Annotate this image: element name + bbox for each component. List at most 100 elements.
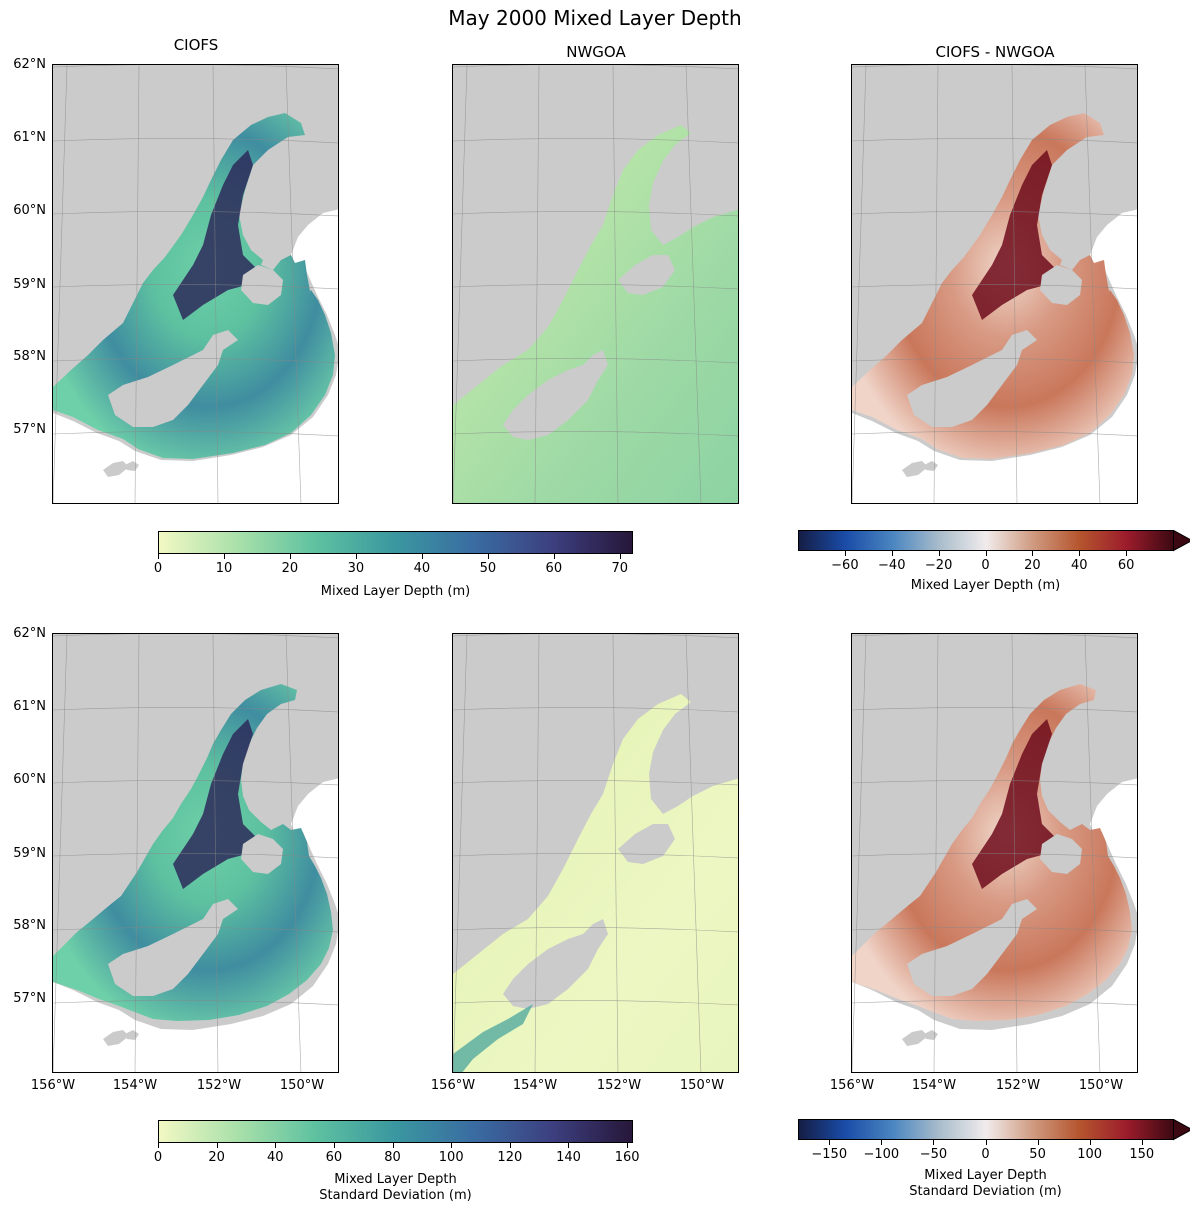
colorbar-tick-label: 20 xyxy=(281,561,299,576)
lon-label-152w-a: 152°W xyxy=(196,1078,242,1093)
colorbar-mld-std-sequential-label-line2: Standard Deviation (m) xyxy=(319,1188,472,1203)
colorbar-tick-label: −20 xyxy=(924,558,953,573)
graticule-lat-line xyxy=(53,138,338,144)
colorbar-mld-std-diverging-label-line1: Mixed Layer Depth xyxy=(924,1168,1047,1183)
lat-label-60n-bottom: 60°N xyxy=(13,772,46,787)
kodiak-island xyxy=(108,330,238,427)
lon-label-154w-b: 154°W xyxy=(512,1078,558,1093)
colorbar-tick xyxy=(392,1143,394,1148)
colorbar-tick xyxy=(891,551,893,556)
colorbar-tick xyxy=(829,1140,831,1145)
map-nwgoa-mld-std xyxy=(452,633,739,1073)
kenai-land xyxy=(1040,834,1082,874)
colorbar-tick-label: 100 xyxy=(438,1150,464,1165)
shelf-mixing-feature xyxy=(453,1004,533,1072)
graticule-lat-line xyxy=(53,211,338,217)
colorbar-tick xyxy=(289,554,291,559)
colorbar-tick xyxy=(451,1143,453,1148)
map-ciofs-mld xyxy=(52,64,339,504)
colorbar-tick-label: −50 xyxy=(919,1147,948,1162)
colorbar-mld-std-sequential xyxy=(158,1120,633,1143)
colorbar-tick xyxy=(881,1140,883,1145)
lat-label-62n-top: 62°N xyxy=(13,57,46,72)
colorbar-mld-std-diverging-label: Mixed Layer Depth Standard Deviation (m) xyxy=(798,1168,1173,1200)
colorbar-tick-label: 100 xyxy=(1077,1147,1103,1162)
graticule-lat-line xyxy=(453,431,738,437)
lat-label-57n-bottom: 57°N xyxy=(13,991,46,1006)
colorbar-extend-arrow xyxy=(1173,1118,1194,1141)
graticule-lon-line xyxy=(852,65,867,503)
lat-label-58n-bottom: 58°N xyxy=(13,918,46,933)
colorbar-tick-label: 50 xyxy=(1029,1147,1046,1162)
ocean-area xyxy=(291,778,338,913)
colorbar-tick xyxy=(216,1143,218,1148)
graticule-lon-line xyxy=(134,65,140,503)
deep-mixing-core xyxy=(972,719,1064,889)
graticule-lon-line xyxy=(534,65,540,503)
colorbar-tick-label: 40 xyxy=(413,561,431,576)
colorbar-mld-std-sequential-label-line1: Mixed Layer Depth xyxy=(334,1172,457,1187)
lat-label-61n-bottom: 61°N xyxy=(13,699,46,714)
graticule-lon-line xyxy=(933,634,939,1072)
graticule-lat-line xyxy=(453,65,738,70)
graticule-lon-line xyxy=(212,634,219,1072)
graticule-lon-line xyxy=(685,634,702,1072)
lon-label-150w-c: 150°W xyxy=(1078,1078,1124,1093)
graticule-lat-line xyxy=(852,707,1137,713)
kenai-land xyxy=(241,834,283,874)
colorbar-tick xyxy=(223,554,225,559)
graticule-lon-line xyxy=(933,65,939,503)
lon-label-150w-b: 150°W xyxy=(679,1078,725,1093)
graticule-lon-line xyxy=(285,634,302,1072)
colorbar-tick xyxy=(158,1143,159,1148)
kodiak-island xyxy=(907,330,1037,427)
graticule-lat-line xyxy=(53,431,338,437)
graticule-lat-line xyxy=(453,284,738,290)
kenai-land xyxy=(241,265,283,305)
graticule-lat-line xyxy=(53,65,338,70)
map-ciofs-mld-std xyxy=(52,633,339,1073)
graticule-lat-line xyxy=(453,927,738,933)
colorbar-tick-label: −40 xyxy=(878,558,906,573)
deep-mixing-core xyxy=(173,150,265,320)
colorbar-tick xyxy=(1089,1140,1091,1145)
graticule-lat-line xyxy=(453,634,738,639)
graticule-lon-line xyxy=(1084,65,1101,503)
panel-title-nwgoa: NWGOA xyxy=(566,43,626,61)
colorbar-tick xyxy=(568,1143,570,1148)
colorbar-tick-label: 140 xyxy=(556,1150,581,1165)
colorbar-mld-std-sequential-label: Mixed Layer Depth Standard Deviation (m) xyxy=(158,1172,633,1204)
deep-mixing-core xyxy=(173,719,265,889)
colorbar-tick xyxy=(1079,551,1081,556)
colorbar-mld-diverging xyxy=(798,529,1194,552)
lon-label-154w-a: 154°W xyxy=(112,1078,158,1093)
colorbar-tick-label: 60 xyxy=(545,561,563,576)
colorbar-tick-label: 20 xyxy=(208,1150,225,1165)
colorbar-tick xyxy=(333,1143,335,1148)
model-domain-field xyxy=(453,125,738,503)
graticule-lat-line xyxy=(453,1000,738,1006)
colorbar-tick-label: 30 xyxy=(347,561,365,576)
trinity-islands xyxy=(103,1030,139,1046)
map-nwgoa-mld xyxy=(452,64,739,504)
graticule-lat-line xyxy=(453,780,738,786)
graticule-lat-line xyxy=(53,284,338,290)
graticule-lat-line xyxy=(53,707,338,713)
graticule-lat-line xyxy=(53,358,338,364)
lat-label-59n-bottom: 59°N xyxy=(13,846,46,861)
panel-title-difference: CIOFS - NWGOA xyxy=(935,43,1055,61)
colorbar-tick-label: 60 xyxy=(1117,558,1135,573)
kodiak-island xyxy=(503,350,608,440)
colorbar-tick-label: 0 xyxy=(153,1150,163,1165)
colorbar-tick-label: 60 xyxy=(325,1150,343,1165)
kodiak-island xyxy=(503,919,608,1009)
graticule-lon-line xyxy=(53,65,68,503)
graticule-lat-line xyxy=(852,65,1137,70)
colorbar-gradient xyxy=(798,1119,1174,1140)
colorbar-tick xyxy=(553,554,555,559)
ocean-area xyxy=(1090,209,1137,344)
colorbar-mld-std-diverging-label-line2: Standard Deviation (m) xyxy=(909,1184,1062,1199)
lat-label-60n-top: 60°N xyxy=(13,203,46,218)
graticule-lat-line xyxy=(852,284,1137,290)
lon-label-154w-c: 154°W xyxy=(911,1078,957,1093)
